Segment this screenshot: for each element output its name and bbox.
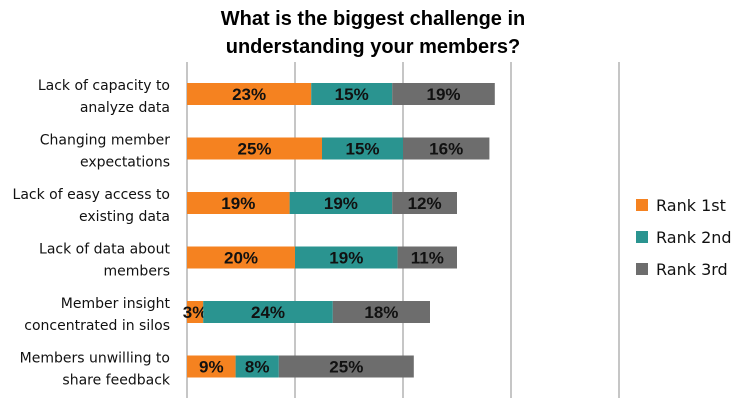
category-label: concentrated in silos	[24, 318, 170, 334]
bar-segment-rank-2nd	[235, 355, 279, 378]
chart-title-line: What is the biggest challenge in	[221, 8, 525, 30]
category-label: Member insight	[61, 296, 171, 312]
data-label: 11%	[411, 249, 444, 268]
category-label: share feedback	[62, 373, 170, 389]
bar-segment-rank-2nd	[289, 192, 393, 214]
data-label: 19%	[426, 85, 460, 104]
data-label: 8%	[245, 358, 270, 377]
legend-label: Rank 1st	[656, 196, 726, 215]
data-label: 19%	[221, 194, 255, 213]
bar-segment-rank-1st	[187, 301, 204, 323]
bar-segment-rank-3rd	[332, 301, 430, 323]
data-label: 23%	[232, 85, 266, 104]
data-label: 19%	[324, 194, 358, 213]
data-label: 12%	[408, 194, 442, 213]
data-label: 25%	[329, 358, 363, 377]
legend-swatch	[636, 199, 648, 211]
category-label: Changing member	[40, 133, 170, 149]
bar-segment-rank-2nd	[322, 137, 403, 160]
data-label: 20%	[224, 249, 258, 268]
bar-segment-rank-1st	[187, 355, 236, 378]
category-label: members	[104, 264, 170, 280]
data-label: 9%	[199, 358, 224, 377]
data-label: 18%	[364, 303, 398, 322]
category-label: expectations	[80, 155, 170, 171]
bar-segment-rank-1st	[187, 83, 312, 105]
data-label: 24%	[251, 303, 285, 322]
bar-segment-rank-3rd	[278, 355, 414, 378]
data-label: 15%	[345, 140, 379, 159]
bar-segment-rank-3rd	[392, 192, 457, 214]
bar-segment-rank-2nd	[311, 83, 393, 105]
bar-segment-rank-1st	[187, 137, 322, 160]
category-label: Lack of capacity to	[38, 78, 170, 94]
category-label: Lack of data about	[39, 242, 170, 258]
bar-segment-rank-1st	[187, 192, 290, 214]
legend-label: Rank 3rd	[656, 260, 728, 279]
bar-segment-rank-3rd	[403, 137, 490, 160]
category-label: Lack of easy access to	[13, 187, 170, 203]
bar-segment-rank-3rd	[397, 246, 457, 269]
data-label: 3%	[183, 303, 208, 322]
bar-segment-rank-2nd	[295, 246, 398, 269]
legend-label: Rank 2nd	[656, 228, 732, 247]
category-label: analyze data	[80, 100, 170, 116]
data-label: 19%	[329, 249, 363, 268]
category-label: Members unwilling to	[20, 351, 170, 367]
data-label: 15%	[335, 85, 369, 104]
category-label: existing data	[79, 209, 170, 225]
chart-title-line: understanding your members?	[226, 36, 521, 58]
legend-swatch	[636, 231, 648, 243]
bar-segment-rank-3rd	[392, 83, 495, 105]
data-label: 25%	[237, 140, 271, 159]
data-label: 16%	[429, 140, 463, 159]
bar-segment-rank-2nd	[203, 301, 333, 323]
legend-swatch	[636, 263, 648, 275]
bar-segment-rank-1st	[187, 246, 295, 269]
